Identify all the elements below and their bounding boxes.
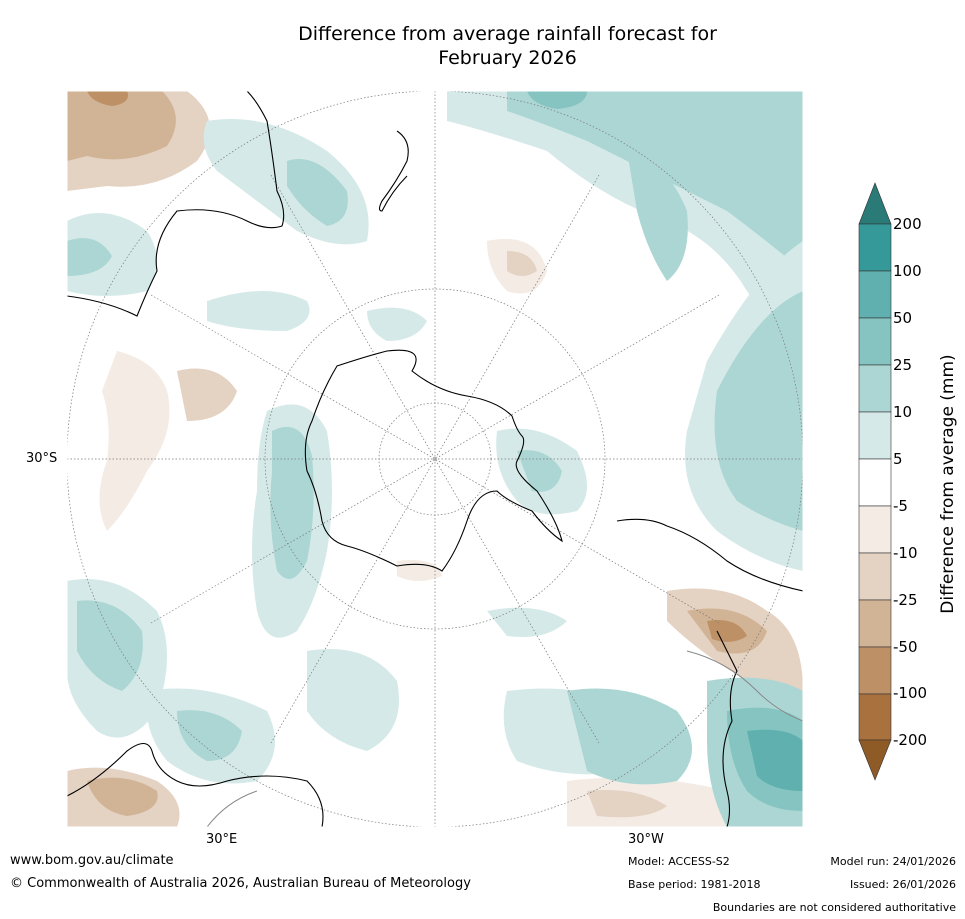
copyright-text: © Commonwealth of Australia 2026, Austra… (10, 876, 471, 891)
colorbar-label-minus100: -100 (893, 684, 928, 702)
lon-label-30w: 30°W (628, 832, 664, 847)
disclaimer-text: Boundaries are not considered authoritat… (712, 901, 956, 914)
colorbar-label-200: 200 (893, 215, 922, 233)
africa-coast (67, 742, 324, 827)
boundaries (206, 650, 803, 827)
title-line-1: Difference from average rainfall forecas… (298, 23, 717, 45)
rainfall-map (67, 91, 803, 827)
colorbar-label-minus200: -200 (893, 731, 928, 749)
colorbar-label-50: 50 (893, 309, 913, 327)
issued-text: Issued: 26/01/2026 (849, 878, 956, 891)
south-america-coast (616, 518, 803, 827)
base-period-text: Base period: 1981-2018 (628, 878, 761, 891)
colorbar-label-10: 10 (893, 403, 913, 421)
title-line-2: February 2026 (438, 47, 577, 69)
colorbar-label-minus25: -25 (893, 591, 918, 609)
antarctica-coast (304, 349, 563, 572)
new-zealand-coast (378, 130, 409, 212)
coastlines (67, 91, 803, 827)
drier-regions (67, 91, 803, 827)
colorbar-title: Difference from average (mm) (938, 354, 958, 614)
map-title: Difference from average rainfall forecas… (180, 22, 835, 70)
colorbar-label-minus5: -5 (893, 497, 908, 515)
colorbar-label-100: 100 (893, 262, 922, 280)
colorbar-label-minus50: -50 (893, 638, 918, 656)
lon-label-30e: 30°E (206, 832, 238, 847)
colorbar (858, 182, 892, 781)
website-link[interactable]: www.bom.gov.au/climate (10, 853, 174, 868)
colorbar-label-25: 25 (893, 356, 913, 374)
model-text: Model: ACCESS-S2 (628, 855, 730, 868)
wetter-regions (67, 91, 803, 827)
model-run-text: Model run: 24/01/2026 (830, 855, 956, 868)
colorbar-label-minus10: -10 (893, 544, 918, 562)
colorbar-label-5: 5 (893, 450, 903, 468)
graticule (67, 91, 803, 827)
australia-coast (67, 91, 285, 317)
lat-label-30s: 30°S (26, 451, 58, 466)
